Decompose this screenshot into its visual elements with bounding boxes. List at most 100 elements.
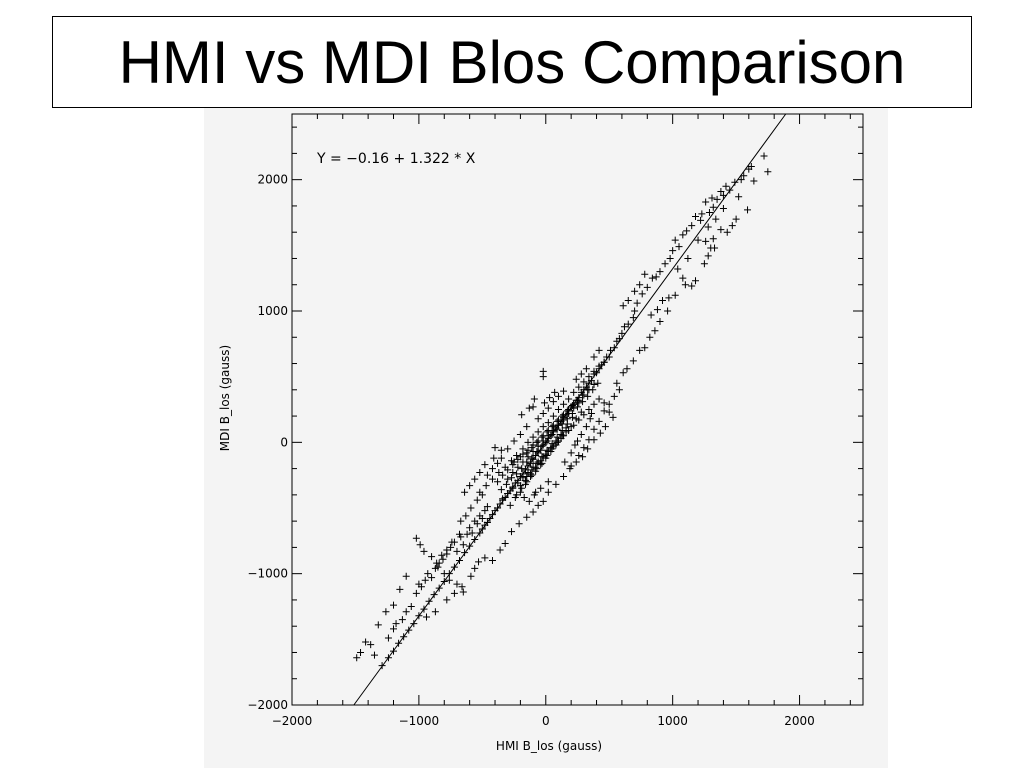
scatter-point xyxy=(529,508,537,516)
scatter-point xyxy=(750,177,758,185)
scatter-point xyxy=(506,501,514,509)
scatter-point xyxy=(457,517,465,525)
scatter-point xyxy=(623,365,631,373)
scatter-point xyxy=(582,423,590,431)
scatter-point xyxy=(523,513,531,521)
scatter-point xyxy=(428,553,436,561)
scatter-point xyxy=(653,306,661,314)
title-box: HMI vs MDI Blos Comparison xyxy=(52,16,972,108)
scatter-point xyxy=(565,395,573,403)
scatter-point xyxy=(705,209,713,216)
scatter-point xyxy=(549,412,557,420)
scatter-point xyxy=(534,428,542,436)
scatter-point xyxy=(605,400,613,408)
scatter-point xyxy=(579,398,587,406)
scatter-point xyxy=(704,252,712,260)
scatter-point xyxy=(697,216,705,224)
scatter-point xyxy=(440,570,448,578)
scatter-point xyxy=(431,608,439,616)
scatter-point xyxy=(513,491,521,499)
scatter-point xyxy=(488,557,496,565)
scatter-point xyxy=(595,417,603,425)
scatter-point xyxy=(620,323,628,331)
scatter-point xyxy=(466,524,474,532)
scatter-point xyxy=(580,378,588,386)
scatter-point xyxy=(629,357,637,365)
x-tick-label: −1000 xyxy=(399,714,440,728)
scatter-point xyxy=(557,430,565,438)
scatter-point xyxy=(552,437,560,445)
scatter-point xyxy=(590,367,598,375)
scatter-point xyxy=(562,424,570,432)
scatter-point xyxy=(624,320,632,328)
scatter-point xyxy=(478,515,486,523)
scatter-point xyxy=(572,415,580,423)
scatter-point xyxy=(453,580,461,588)
scatter-point xyxy=(434,563,442,571)
scatter-point xyxy=(567,449,575,457)
scatter-point xyxy=(428,574,436,582)
scatter-point xyxy=(666,254,674,262)
scatter-point xyxy=(652,273,660,281)
scatter-point xyxy=(473,496,481,504)
scatter-point xyxy=(615,386,623,394)
scatter-point xyxy=(575,451,583,459)
scatter-point xyxy=(601,423,609,431)
scatter-point xyxy=(516,453,524,461)
scatter-point xyxy=(675,243,683,251)
scatter-point xyxy=(516,488,524,496)
scatter-point xyxy=(708,194,716,202)
scatter-point xyxy=(647,311,655,319)
scatter-point xyxy=(552,480,560,488)
scatter-point xyxy=(443,596,451,604)
scatter-point xyxy=(438,551,446,559)
scatter-point xyxy=(513,470,521,478)
scatter-point xyxy=(643,283,651,291)
scatter-point xyxy=(491,444,499,452)
scatter-point xyxy=(719,205,727,213)
scatter-point xyxy=(467,504,475,512)
scatter-point xyxy=(530,491,538,499)
scatter-point xyxy=(537,484,545,492)
scatter-point xyxy=(448,538,456,546)
scatter-point xyxy=(731,178,739,186)
scatter-point xyxy=(515,520,523,528)
scatter-point xyxy=(481,507,489,515)
scatter-point xyxy=(508,474,516,482)
scatter-point xyxy=(572,375,580,383)
scatter-point xyxy=(529,433,537,441)
scatter-point xyxy=(478,491,486,499)
scatter-point xyxy=(424,570,432,578)
scatter-point xyxy=(518,411,526,419)
scatter-point xyxy=(619,369,627,377)
x-tick-label: 0 xyxy=(542,714,550,728)
scatter-point xyxy=(553,417,561,425)
scatter-point xyxy=(577,370,585,378)
scatter-point xyxy=(661,260,669,268)
scatter-point xyxy=(713,195,721,203)
scatter-point xyxy=(402,572,410,580)
scatter-point xyxy=(528,444,536,452)
scatter-point xyxy=(538,442,546,450)
scatter-point xyxy=(560,387,568,395)
scatter-point xyxy=(566,465,574,473)
scatter-point xyxy=(443,546,451,554)
scatter-point xyxy=(600,407,608,415)
scatter-point xyxy=(501,539,509,547)
scatter-point xyxy=(709,235,717,243)
scatter-point xyxy=(483,503,491,511)
scatter-point xyxy=(580,444,588,452)
scatter-point xyxy=(523,458,531,466)
scatter-point xyxy=(553,438,561,446)
scatter-point xyxy=(688,222,696,230)
scatter-point xyxy=(554,392,562,400)
scatter-point xyxy=(384,634,392,642)
scatter-point xyxy=(760,152,768,160)
scatter-point xyxy=(461,488,469,496)
scatter-point xyxy=(648,274,656,282)
scatter-point xyxy=(459,588,467,596)
scatter-point xyxy=(596,429,604,437)
scatter-point xyxy=(516,430,524,438)
scatter-point xyxy=(488,465,496,473)
scatter-point xyxy=(497,486,505,494)
